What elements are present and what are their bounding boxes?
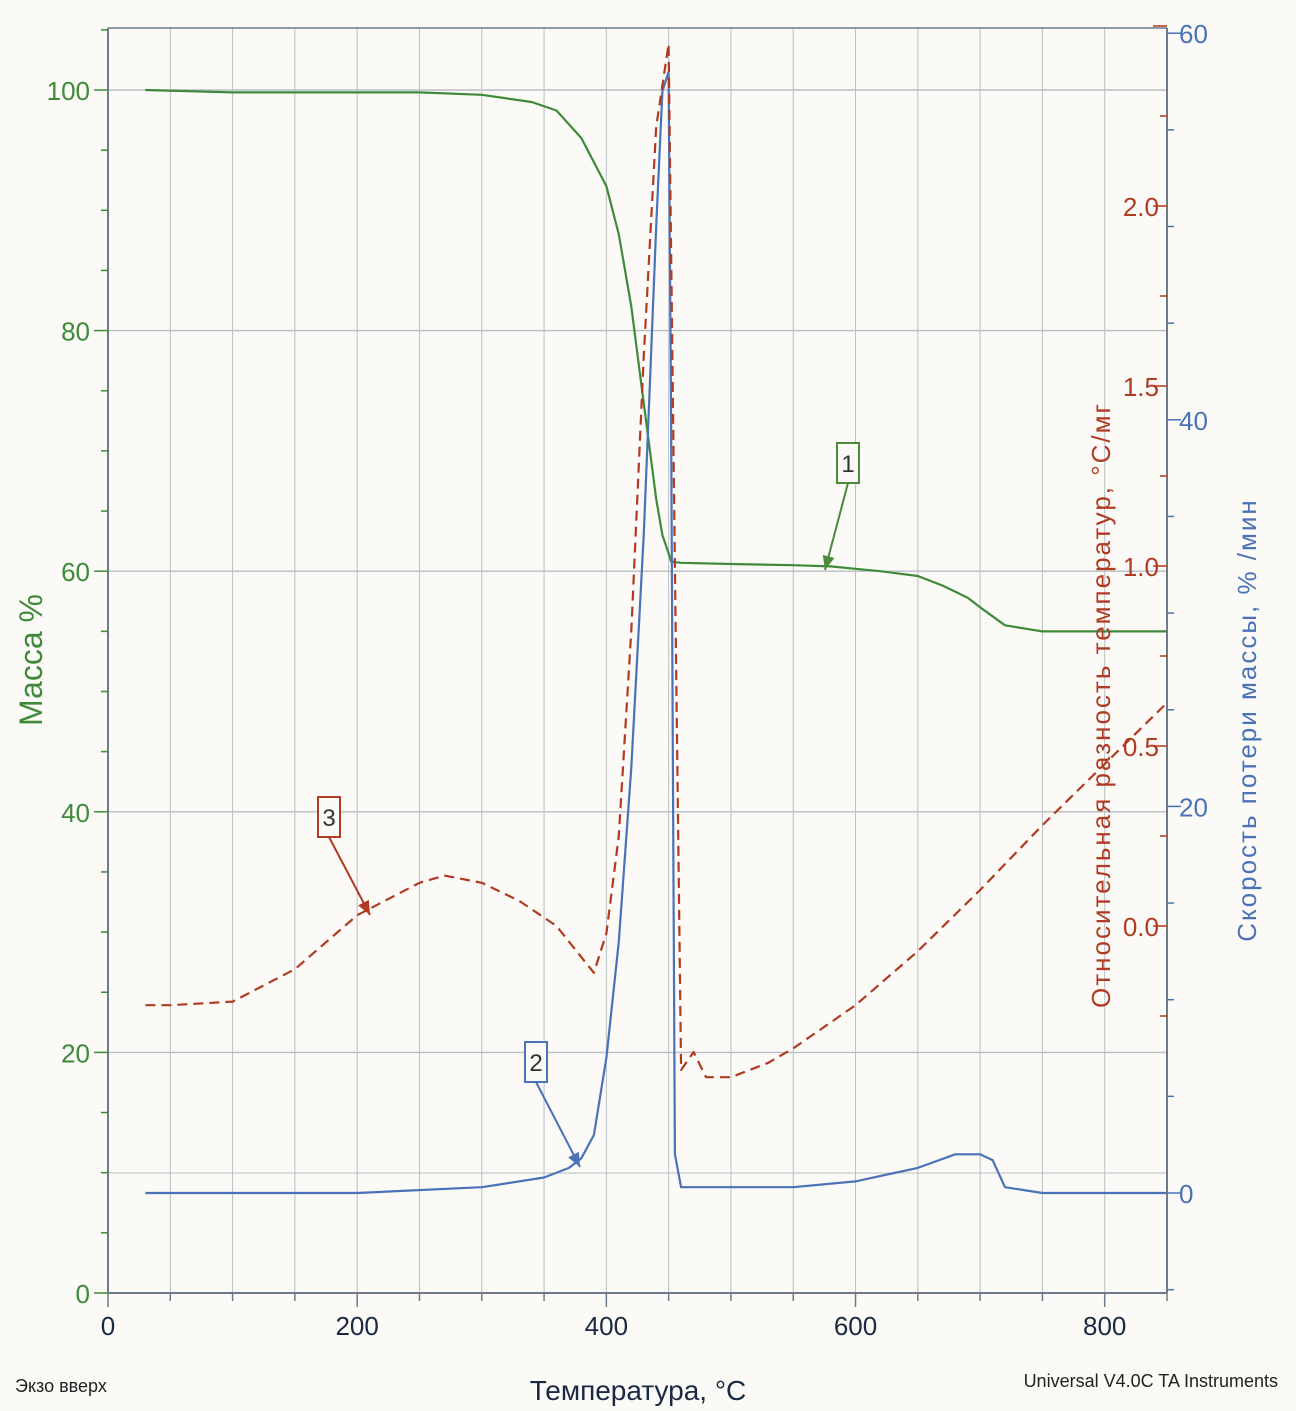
annotations: 1 2 3: [317, 442, 860, 1168]
y-rate-tick-label: 0: [1179, 1179, 1193, 1209]
x-tick-label: 0: [101, 1311, 115, 1341]
annotation-box: [317, 796, 341, 838]
x-axis-label: Температура, °С: [530, 1375, 747, 1406]
dta-series-line: [145, 42, 1168, 1079]
annotation-label: 1: [841, 451, 854, 478]
y-left-tick-label: 80: [61, 317, 90, 347]
footer-right-label: Universal V4.0C TA Instruments: [1024, 1371, 1278, 1391]
y-left-axis-label: Масса %: [13, 594, 49, 726]
annotation-arrow: [824, 482, 849, 571]
y-left-tick-label: 20: [61, 1038, 90, 1068]
y-dta-tick-label: 0.0: [1123, 912, 1159, 942]
annotation-arrowhead: [358, 899, 370, 915]
y-dta-tick-label: 1.0: [1123, 552, 1159, 582]
y-rate-axis-label: Скорость потери массы, % /мин: [1232, 498, 1262, 942]
x-tick-label: 600: [834, 1311, 877, 1341]
y-left-tick-label: 0: [76, 1279, 90, 1309]
mass-series-line: [145, 88, 1167, 633]
y-dta-tick-label: 0.5: [1123, 732, 1159, 762]
x-tick-label: 200: [335, 1311, 378, 1341]
y-rate-tick-label: 20: [1179, 792, 1208, 822]
annotation-arrow: [535, 1081, 581, 1168]
y-dta-axis-label: Относительная разность температур, °С/мг: [1086, 402, 1116, 1008]
annotation-arrowhead: [568, 1151, 580, 1167]
annotation-arrowhead: [822, 554, 835, 570]
y-rate-tick-label: 40: [1179, 406, 1208, 436]
axes: 0 200 400 600 800 0 20 40 60 80 100 0 20 40 60 0.0 0.5 1.…: [47, 19, 1208, 1341]
annotation-box: [524, 1041, 548, 1083]
y-dta-tick-label: 1.5: [1123, 372, 1159, 402]
x-tick-label: 400: [585, 1311, 628, 1341]
series-layer: [145, 42, 1168, 1195]
annotation-arrow: [328, 836, 371, 916]
x-tick-label: 800: [1083, 1311, 1126, 1341]
footer-left-label: Экзо вверх: [15, 1376, 107, 1396]
annotation-label: 3: [322, 805, 335, 832]
y-dta-tick-label: 2.0: [1123, 192, 1159, 222]
annotation-box: [836, 442, 860, 484]
annotation-label: 2: [529, 1050, 542, 1077]
rate-series-line: [145, 70, 1167, 1195]
y-rate-tick-label: 60: [1179, 19, 1208, 49]
grid: [108, 28, 1167, 1293]
y-left-tick-label: 40: [61, 798, 90, 828]
y-left-tick-label: 100: [47, 76, 90, 106]
y-left-tick-label: 60: [61, 557, 90, 587]
